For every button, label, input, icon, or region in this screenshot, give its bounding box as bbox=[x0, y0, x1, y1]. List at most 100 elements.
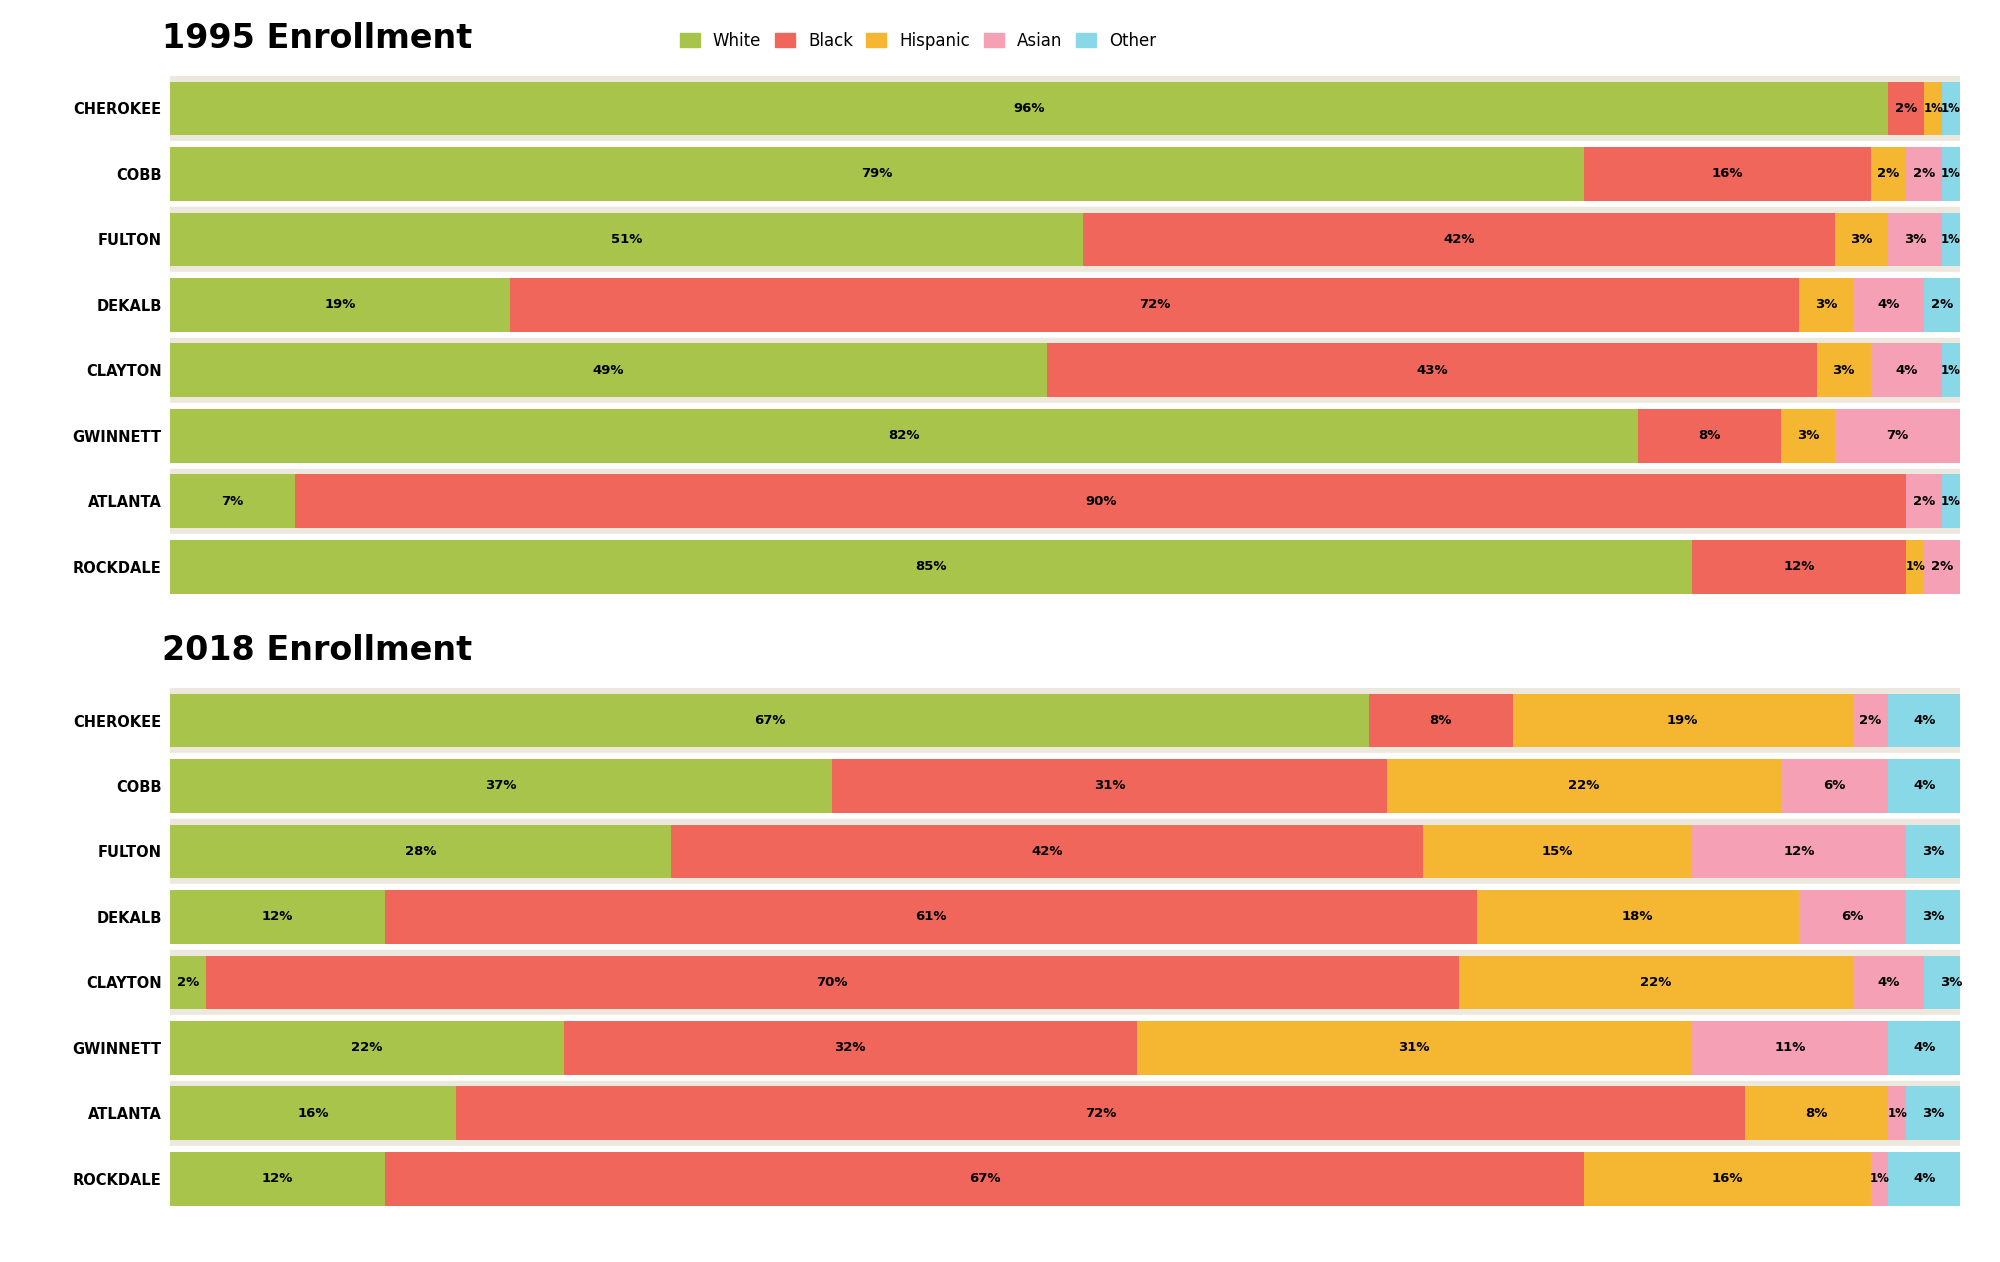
Bar bbox=[170, 468, 1960, 534]
Bar bbox=[1746, 1087, 1888, 1140]
Text: 19%: 19% bbox=[1666, 714, 1698, 727]
Text: 2%: 2% bbox=[1914, 168, 1936, 180]
Text: 11%: 11% bbox=[1774, 1041, 1806, 1054]
Bar bbox=[170, 273, 1960, 338]
Text: 42%: 42% bbox=[1032, 846, 1062, 858]
Text: 22%: 22% bbox=[1568, 780, 1600, 793]
Text: 70%: 70% bbox=[816, 976, 848, 989]
Bar bbox=[1798, 278, 1852, 332]
Text: 79%: 79% bbox=[862, 168, 892, 180]
Bar bbox=[1692, 540, 1906, 593]
Bar bbox=[170, 278, 510, 332]
Bar bbox=[170, 409, 1638, 463]
Bar bbox=[1888, 1152, 1960, 1205]
Bar bbox=[1888, 82, 1924, 135]
Bar bbox=[170, 753, 1960, 819]
Bar bbox=[1888, 694, 1960, 747]
Bar bbox=[170, 688, 1960, 753]
Text: 72%: 72% bbox=[1086, 1107, 1116, 1119]
Bar bbox=[170, 949, 1960, 1015]
Bar bbox=[1512, 694, 1852, 747]
Bar bbox=[170, 890, 384, 944]
Bar bbox=[170, 1080, 1960, 1146]
Bar bbox=[1942, 475, 1960, 528]
Text: 3%: 3% bbox=[1814, 298, 1836, 312]
Bar bbox=[170, 694, 1370, 747]
Text: 18%: 18% bbox=[1622, 910, 1654, 924]
Bar bbox=[1888, 760, 1960, 813]
Text: 2%: 2% bbox=[1860, 714, 1882, 727]
Text: 32%: 32% bbox=[834, 1041, 866, 1054]
Text: 19%: 19% bbox=[324, 298, 356, 312]
Text: 42%: 42% bbox=[1444, 233, 1474, 246]
Text: 3%: 3% bbox=[1796, 429, 1820, 442]
Text: 4%: 4% bbox=[1878, 298, 1900, 312]
Text: 1%: 1% bbox=[1942, 168, 1960, 180]
Bar bbox=[1942, 343, 1960, 398]
Bar bbox=[832, 760, 1388, 813]
Bar bbox=[1924, 540, 1960, 593]
Bar bbox=[1584, 148, 1870, 201]
Text: 2%: 2% bbox=[1914, 495, 1936, 507]
Bar bbox=[1870, 343, 1942, 398]
Bar bbox=[384, 890, 1476, 944]
Bar bbox=[170, 1015, 1960, 1080]
Text: 72%: 72% bbox=[1138, 298, 1170, 312]
Bar bbox=[1870, 148, 1906, 201]
Bar bbox=[170, 207, 1960, 273]
Text: 22%: 22% bbox=[352, 1041, 382, 1054]
Bar bbox=[1852, 278, 1924, 332]
Bar bbox=[1782, 760, 1888, 813]
Bar bbox=[170, 76, 1960, 141]
Text: 12%: 12% bbox=[262, 1172, 294, 1185]
Text: 4%: 4% bbox=[1914, 714, 1936, 727]
Bar bbox=[672, 824, 1424, 878]
Bar bbox=[170, 534, 1960, 599]
Text: 1%: 1% bbox=[1870, 1172, 1890, 1185]
Bar bbox=[564, 1021, 1136, 1075]
Bar bbox=[1942, 148, 1960, 201]
Bar bbox=[1906, 475, 1942, 528]
Text: 51%: 51% bbox=[610, 233, 642, 246]
Bar bbox=[1924, 82, 1942, 135]
Text: 16%: 16% bbox=[298, 1107, 328, 1119]
Text: 31%: 31% bbox=[1094, 780, 1126, 793]
Bar bbox=[1852, 955, 1924, 1010]
Bar bbox=[384, 1152, 1584, 1205]
Text: 16%: 16% bbox=[1712, 1172, 1744, 1185]
Text: 16%: 16% bbox=[1712, 168, 1744, 180]
Bar bbox=[456, 1087, 1746, 1140]
Bar bbox=[170, 82, 1888, 135]
Text: 15%: 15% bbox=[1542, 846, 1572, 858]
Bar bbox=[170, 1152, 384, 1205]
Bar bbox=[1870, 1152, 1888, 1205]
Bar bbox=[170, 343, 1048, 398]
Bar bbox=[1888, 212, 1942, 266]
Bar bbox=[1458, 955, 1852, 1010]
Text: 1%: 1% bbox=[1888, 1107, 1908, 1119]
Text: 8%: 8% bbox=[1430, 714, 1452, 727]
Text: 4%: 4% bbox=[1914, 1041, 1936, 1054]
Text: 85%: 85% bbox=[916, 560, 946, 573]
Text: 2%: 2% bbox=[1896, 102, 1918, 115]
Text: 4%: 4% bbox=[1878, 976, 1900, 989]
Text: 2%: 2% bbox=[1878, 168, 1900, 180]
Text: 4%: 4% bbox=[1896, 363, 1918, 377]
Text: 3%: 3% bbox=[1850, 233, 1872, 246]
Bar bbox=[1692, 1021, 1888, 1075]
Text: 49%: 49% bbox=[592, 363, 624, 377]
Bar bbox=[510, 278, 1798, 332]
Text: 2%: 2% bbox=[1930, 298, 1954, 312]
Bar bbox=[1048, 343, 1816, 398]
Bar bbox=[170, 148, 1584, 201]
Bar bbox=[1924, 278, 1960, 332]
Text: 90%: 90% bbox=[1086, 495, 1116, 507]
Bar bbox=[170, 338, 1960, 403]
Text: 8%: 8% bbox=[1698, 429, 1720, 442]
Text: 8%: 8% bbox=[1806, 1107, 1828, 1119]
Text: 67%: 67% bbox=[754, 714, 786, 727]
Bar bbox=[1692, 824, 1906, 878]
Legend: White, Black, Hispanic, Asian, Other: White, Black, Hispanic, Asian, Other bbox=[680, 32, 1156, 49]
Bar bbox=[1136, 1021, 1692, 1075]
Bar bbox=[170, 885, 1960, 950]
